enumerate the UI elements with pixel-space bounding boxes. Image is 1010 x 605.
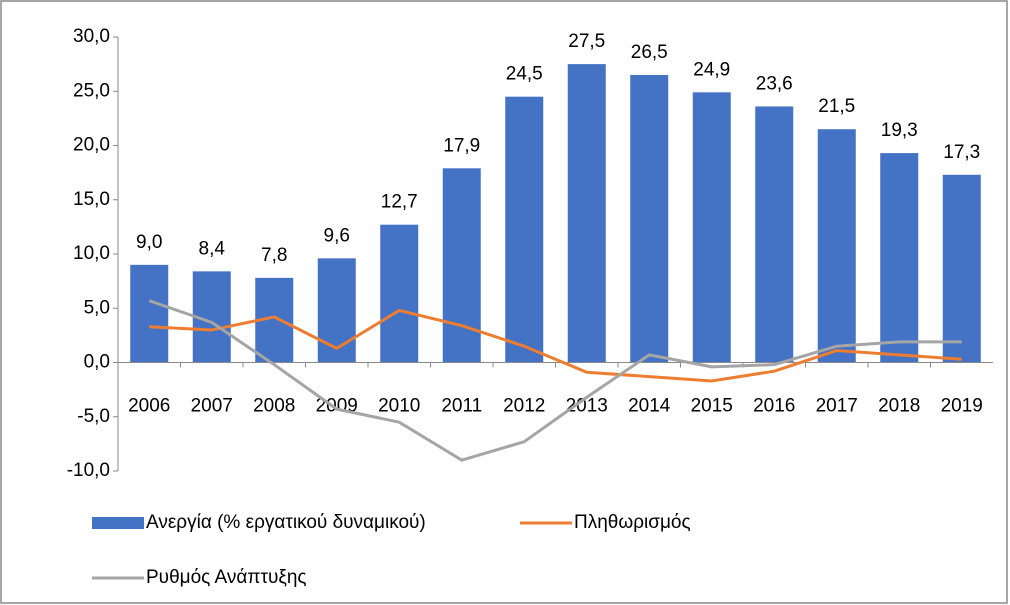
x-tick-label: 2008 — [253, 396, 295, 417]
y-tick-label: 25,0 — [73, 80, 110, 101]
data-label: 24,5 — [506, 64, 543, 85]
data-label: 27,5 — [568, 31, 605, 52]
bar — [130, 264, 169, 363]
y-tick-label: 20,0 — [73, 135, 110, 156]
data-label: 21,5 — [818, 96, 855, 117]
data-label: 17,9 — [443, 135, 480, 156]
bar — [380, 224, 419, 363]
x-tick-label: 2017 — [816, 396, 858, 417]
x-tick-label: 2013 — [566, 396, 608, 417]
bar — [317, 258, 356, 363]
legend-swatch — [92, 517, 144, 529]
x-tick-label: 2010 — [378, 396, 420, 417]
data-label: 12,7 — [381, 192, 418, 213]
legend-label: Ανεργία (% εργατικού δυναμικού) — [146, 512, 426, 533]
x-tick-label: 2019 — [941, 396, 983, 417]
y-tick-label: 5,0 — [84, 297, 110, 318]
bar — [442, 168, 481, 363]
bar — [942, 174, 981, 363]
legend-label: Ρυθμός Ανάπτυξης — [146, 567, 307, 588]
y-tick-label: 10,0 — [73, 243, 110, 264]
x-tick-label: 2006 — [128, 396, 170, 417]
bar — [755, 106, 794, 363]
y-tick-label: 30,0 — [73, 26, 110, 47]
bar — [505, 96, 544, 363]
y-tick-label: -10,0 — [67, 460, 110, 481]
data-label: 8,4 — [199, 238, 226, 259]
y-tick-label: 15,0 — [73, 189, 110, 210]
y-tick-label: -5,0 — [77, 406, 110, 427]
x-tick-label: 2015 — [691, 396, 733, 417]
x-tick-label: 2016 — [753, 396, 795, 417]
line-series — [148, 299, 962, 462]
bar — [567, 64, 606, 363]
data-label: 7,8 — [261, 245, 287, 266]
data-label: 9,6 — [324, 225, 350, 246]
line-series — [149, 308, 962, 383]
y-tick-label: 0,0 — [84, 352, 110, 373]
bar — [692, 92, 731, 363]
x-tick-label: 2007 — [191, 396, 233, 417]
data-label: 26,5 — [631, 42, 668, 63]
data-label: 24,9 — [693, 59, 730, 80]
bar — [630, 74, 669, 363]
x-tick-label: 2018 — [878, 396, 920, 417]
data-label: 17,3 — [943, 142, 980, 163]
data-label: 19,3 — [881, 120, 918, 141]
data-label: 9,0 — [136, 232, 162, 253]
x-tick-label: 2012 — [503, 396, 545, 417]
x-tick-label: 2011 — [441, 396, 482, 417]
data-label: 23,6 — [756, 73, 793, 94]
bar — [880, 153, 919, 363]
x-tick-label: 2014 — [628, 396, 671, 417]
legend-label: Πληθωρισμός — [574, 512, 691, 533]
bar — [817, 129, 856, 363]
